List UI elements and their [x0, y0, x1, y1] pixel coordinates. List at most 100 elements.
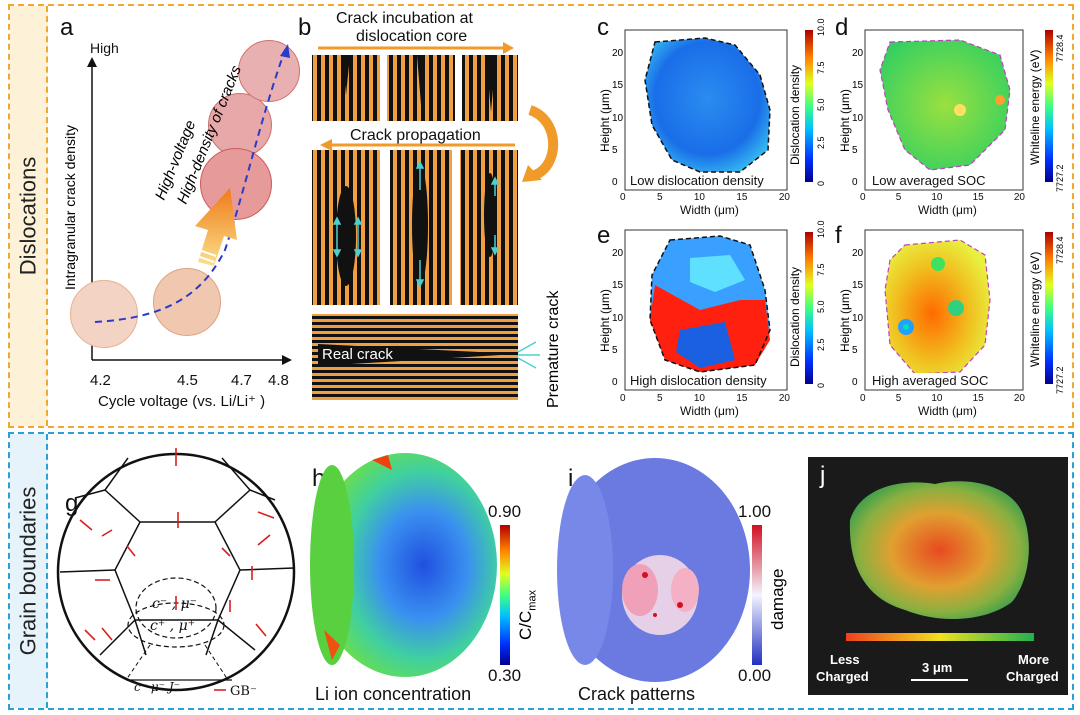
- dislocations-frame: [8, 4, 1074, 428]
- particle-circle-4: [238, 40, 300, 102]
- panel-i-caption: Crack patterns: [578, 684, 696, 704]
- particle-circle-1: [70, 280, 138, 348]
- e-xtick: 10: [693, 393, 705, 404]
- real-crack-label: Real crack: [322, 346, 393, 363]
- d-xtick: 5: [895, 192, 902, 203]
- d-ytick: 5: [852, 144, 858, 156]
- panel-a-high-label: High: [90, 40, 119, 56]
- e-ytick: 10: [612, 312, 624, 324]
- i-cbar-min: 0.00: [738, 666, 772, 685]
- grain-boundaries-side-label: Grain boundaries: [10, 434, 48, 708]
- panel-j-label: j: [820, 462, 826, 489]
- panel-e-label: e: [597, 222, 611, 249]
- e-ytick: 20: [612, 248, 624, 259]
- d-xtick: 15: [972, 192, 984, 203]
- j-more-label2: Charged: [1006, 669, 1059, 684]
- f-xtick: 5: [895, 393, 902, 404]
- c-mu-plus: c⁺ , μ⁺: [150, 618, 196, 634]
- c-xticks: 0 5 10 15 20: [620, 192, 790, 203]
- c-ytick: 5: [612, 144, 618, 156]
- panel-b-title2: dislocation core: [356, 28, 468, 45]
- d-xtick: 10: [931, 192, 943, 203]
- d-yticks: 20 15 10 5 0: [852, 48, 863, 188]
- panel-c-caption: Low dislocation density: [630, 173, 764, 188]
- j-less-label2: Charged: [816, 669, 869, 684]
- panel-f-label: f: [835, 222, 842, 249]
- panel-b-title1: Crack incubation at: [336, 10, 473, 27]
- g-bottom-fluxes: c⁻ μ⁻ J⁻: [134, 680, 180, 694]
- c-xtick: 15: [736, 192, 748, 203]
- particle-circle-3: [208, 93, 272, 157]
- panel-a-label: a: [60, 14, 74, 41]
- h-cbar-min: 0.30: [488, 666, 522, 685]
- c-ytick: 15: [612, 80, 624, 92]
- particle-circle-2: [153, 268, 221, 336]
- e-ytick: 0: [612, 377, 618, 388]
- c-xtick: 20: [778, 192, 790, 203]
- c-mu-minus: c⁻ , μ⁻: [152, 596, 198, 612]
- dislocations-side-label: Dislocations: [10, 6, 48, 426]
- tick-4-8: 4.8: [268, 372, 289, 389]
- e-ytick: 5: [612, 344, 618, 356]
- d-ytick: 0: [852, 177, 858, 188]
- g-gb-label: GB⁻: [230, 684, 257, 699]
- panel-h-caption: Li ion concentration: [315, 684, 472, 704]
- c-ytick: 0: [612, 177, 618, 188]
- e-xtick: 0: [620, 393, 626, 404]
- c-xlabel: Width (μm): [680, 203, 739, 217]
- c-yticks: 20 15 10 5 0: [612, 48, 623, 188]
- d-xticks: 0 5 10 15 20: [860, 192, 1025, 203]
- d-xtick: 20: [1013, 192, 1025, 203]
- c-ytick: 20: [612, 48, 624, 59]
- e-xtick: 5: [656, 393, 663, 404]
- f-xticks: 0 5 10 15 20: [860, 393, 1025, 404]
- panel-c-label: c: [597, 14, 609, 41]
- d-xtick: 0: [860, 192, 866, 203]
- d-ytick: 10: [852, 112, 864, 124]
- f-yticks: 20 15 10 5 0: [852, 248, 863, 388]
- tick-4-2: 4.2: [90, 372, 111, 389]
- d-ytick: 20: [852, 48, 864, 59]
- j-more-label: More: [1018, 652, 1050, 667]
- d-ytick: 15: [852, 80, 864, 92]
- tick-4-5: 4.5: [177, 372, 198, 389]
- e-xtick: 15: [736, 393, 748, 404]
- panel-b-label: b: [298, 14, 312, 41]
- f-xtick: 20: [1013, 393, 1025, 404]
- d-xlabel: Width (μm): [918, 203, 977, 217]
- e-yticks: 20 15 10 5 0: [612, 248, 623, 388]
- f-ytick: 15: [852, 280, 864, 292]
- c-ytick: 10: [612, 112, 624, 124]
- f-ytick: 20: [852, 248, 864, 259]
- f-xtick: 10: [931, 393, 943, 404]
- c-xtick: 10: [693, 192, 705, 203]
- j-less-label: Less: [830, 652, 860, 667]
- panel-d-label: d: [835, 14, 849, 41]
- c-xtick: 0: [620, 192, 626, 203]
- f-ytick: 5: [852, 344, 858, 356]
- f-xlabel: Width (μm): [918, 404, 977, 418]
- c-xtick: 5: [656, 192, 663, 203]
- panel-f-caption: High averaged SOC: [872, 373, 989, 388]
- e-xtick: 20: [778, 393, 790, 404]
- f-ytick: 10: [852, 312, 864, 324]
- grain-boundaries-frame: [8, 432, 1074, 710]
- panel-i-label: i: [568, 465, 574, 492]
- f-xtick: 0: [860, 393, 866, 404]
- h-cbar-max: 0.90: [488, 502, 522, 521]
- f-xtick: 15: [972, 393, 984, 404]
- e-ytick: 15: [612, 280, 624, 292]
- j-scale-label: 3 μm: [922, 660, 953, 675]
- panel-a-xlabel: Cycle voltage (vs. Li/Li⁺ ): [98, 393, 266, 410]
- f-ytick: 0: [852, 377, 858, 388]
- panel-b-title3: Crack propagation: [350, 127, 481, 144]
- e-xticks: 0 5 10 15 20: [620, 393, 790, 404]
- tick-4-7: 4.7: [231, 372, 252, 389]
